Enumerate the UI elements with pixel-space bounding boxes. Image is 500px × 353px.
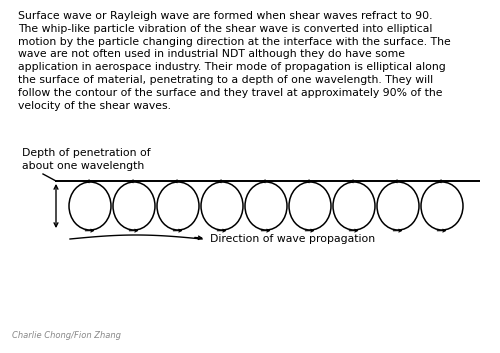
Text: Direction of wave propagation: Direction of wave propagation xyxy=(210,234,375,244)
Text: Surface wave or Rayleigh wave are formed when shear waves refract to 90.
The whi: Surface wave or Rayleigh wave are formed… xyxy=(18,11,451,110)
Text: Charlie Chong/Fion Zhang: Charlie Chong/Fion Zhang xyxy=(12,331,121,340)
Text: Depth of penetration of
about one wavelength: Depth of penetration of about one wavele… xyxy=(22,148,150,171)
